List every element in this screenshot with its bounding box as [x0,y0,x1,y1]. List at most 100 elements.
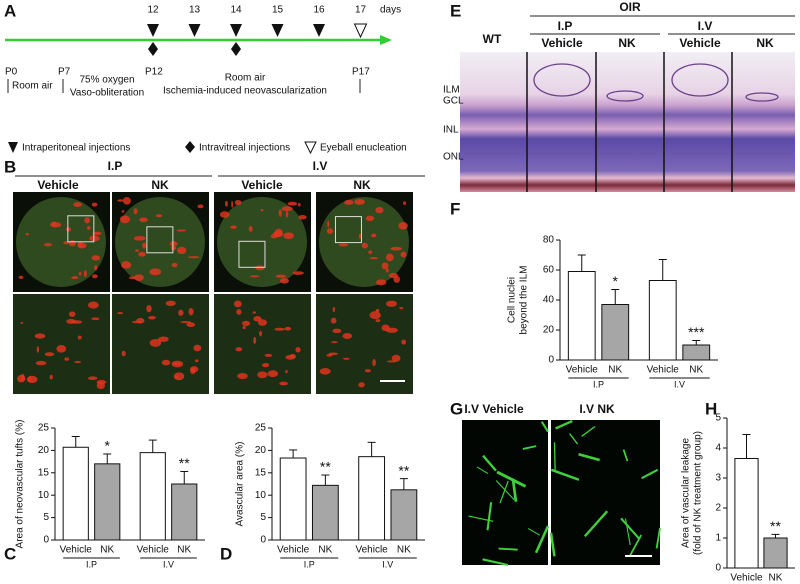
vessel-signal [34,333,46,339]
zoom-box [146,226,174,254]
vessel-signal [180,320,192,324]
vessel-signal [326,228,334,234]
vessel-signal [332,306,336,313]
timepoint: P17 [352,67,370,78]
vessel-signal [283,232,294,240]
timeline-arrowhead [380,35,392,45]
day-unit: days [380,5,401,16]
y-tick-label: 2 [715,503,721,514]
vessel-signal [71,320,83,324]
vessel [583,510,609,538]
column-label: Vehicle [541,36,583,50]
vessel-signal [18,275,24,279]
vessel-signal [319,368,331,375]
vessel-signal [193,344,202,352]
vessel-signal [297,202,301,207]
vessel-signal [330,341,338,344]
vessel-signal [44,352,55,357]
ip-injection [230,24,242,37]
zoom-box [238,240,266,268]
vessel-signal [224,200,228,207]
y-tick-label: 0 [260,535,266,546]
ip-injection [188,24,201,37]
column-label: Vehicle [37,178,79,192]
panel-letter: F [450,199,460,218]
bar [763,537,788,569]
vessel [550,468,580,481]
vessel-signal [178,309,184,316]
control-label: WT [483,32,502,46]
significance: * [105,438,111,454]
significance: ** [770,518,781,534]
vessel-signal [188,307,194,316]
significance: ** [398,462,409,478]
group-label: I.V [382,559,393,569]
vessel-signal [236,309,242,315]
y-tick-label: 40 [543,295,555,306]
vessel-signal [237,373,248,380]
vessel-signal [369,256,379,260]
vessel [569,433,579,445]
vessel-signal [117,312,124,315]
enucleation [353,23,368,39]
vessel [476,466,489,475]
vessel-signal [49,374,53,380]
ip-injection [147,24,159,37]
vessel [528,528,541,536]
day-label: 15 [272,5,284,16]
phase-label: 75% oxygen [79,75,134,86]
vessel [499,480,509,504]
panel-letter: D [220,544,232,563]
bar [358,456,386,541]
layer-label: GCL [443,96,464,107]
y-tick-label: 0 [715,563,721,574]
group-label: I.P [86,559,97,569]
phase-label: Ischemia-induced neovascularization [163,86,327,97]
column-label: Vehicle [241,178,283,192]
vessel-signal [270,234,279,239]
vessel [482,454,497,472]
timepoint: P12 [145,67,163,78]
bar [311,484,339,541]
vessel [620,517,641,541]
vessel-signal [257,319,267,326]
micrograph [316,294,413,394]
bar-chart: H 0 1 2 3 4 5 Area of vascular leakage (fold of … [681,399,795,584]
vessel-signal [233,300,242,308]
group-label: I.V [698,19,713,33]
vessel-signal [235,347,243,352]
panel-letter: B [4,157,16,176]
vessel-signal [287,201,298,206]
vessel-signal [121,350,126,357]
vessel [622,449,629,462]
vessel [540,421,549,433]
group-label: I.V [313,159,328,173]
image-title: I.V NK [579,402,615,416]
vessel-signal [134,274,144,281]
vessel-signal [253,316,262,322]
vessel-signal [330,317,337,324]
y-tick-label: 80 [543,235,555,246]
vessel-signal [56,344,67,353]
vessel-signal [83,270,87,278]
phase-label: Vaso-obliteration [70,88,144,99]
vessel-signal [186,322,196,328]
vessel-signal [64,357,70,361]
vessel-signal [133,236,146,241]
vessel-signal [87,301,99,309]
group-label: I.P [304,559,315,569]
vessel-signal [71,276,79,280]
vessel-signal [292,271,304,275]
significance: *** [688,324,705,340]
histology-image [460,52,795,192]
phase-ticks [7,79,361,93]
vessel-signal [369,311,381,320]
vessel-signal [298,214,307,220]
vessel-signal [364,369,372,373]
vessel-signal [74,360,82,364]
y-tick-label: 3 [715,473,721,484]
vessel-signal [117,199,124,202]
vessel-signal [391,354,401,362]
vessel-signal [78,271,82,276]
vessel-signal [65,227,72,232]
